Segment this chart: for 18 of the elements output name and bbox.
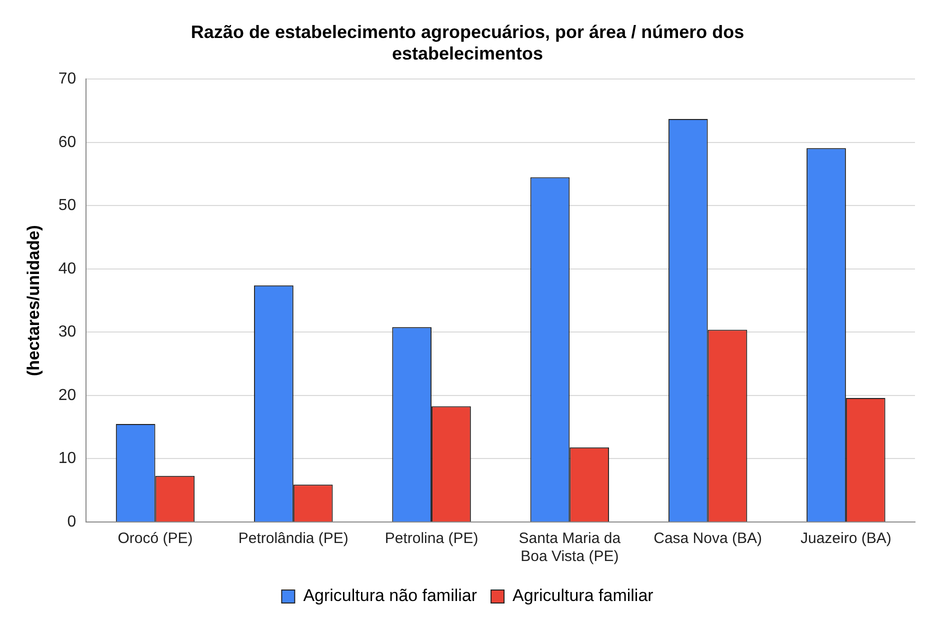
x-tick-label: Santa Maria da Boa Vista (PE) bbox=[518, 530, 622, 566]
y-tick-label: 50 bbox=[58, 197, 76, 214]
y-tick-label: 30 bbox=[58, 324, 76, 341]
x-tick-label: Casa Nova (BA) bbox=[654, 530, 762, 548]
y-tick-label: 40 bbox=[58, 260, 76, 278]
y-axis-title: (hectares/unidade) bbox=[24, 225, 43, 376]
x-tick-label: Orocó (PE) bbox=[118, 530, 193, 548]
y-tick-label: 70 bbox=[58, 70, 76, 88]
x-tick-label: Petrolândia (PE) bbox=[238, 530, 348, 548]
y-tick-label: 0 bbox=[67, 513, 76, 530]
x-tick-label: Juazeiro (BA) bbox=[800, 530, 892, 548]
legend-label: Agricultura familiar bbox=[512, 586, 654, 606]
x-tick-label: Petrolina (PE) bbox=[384, 530, 478, 548]
chart-title: Razão de estabelecimento agropecuários, por área / número dos estabelecimentos bbox=[190, 22, 744, 64]
y-tick-label: 10 bbox=[58, 450, 76, 468]
y-tick-label: 20 bbox=[58, 386, 76, 404]
y-tick-label: 60 bbox=[58, 134, 76, 151]
legend-label: Agricultura não familiar bbox=[303, 586, 478, 606]
